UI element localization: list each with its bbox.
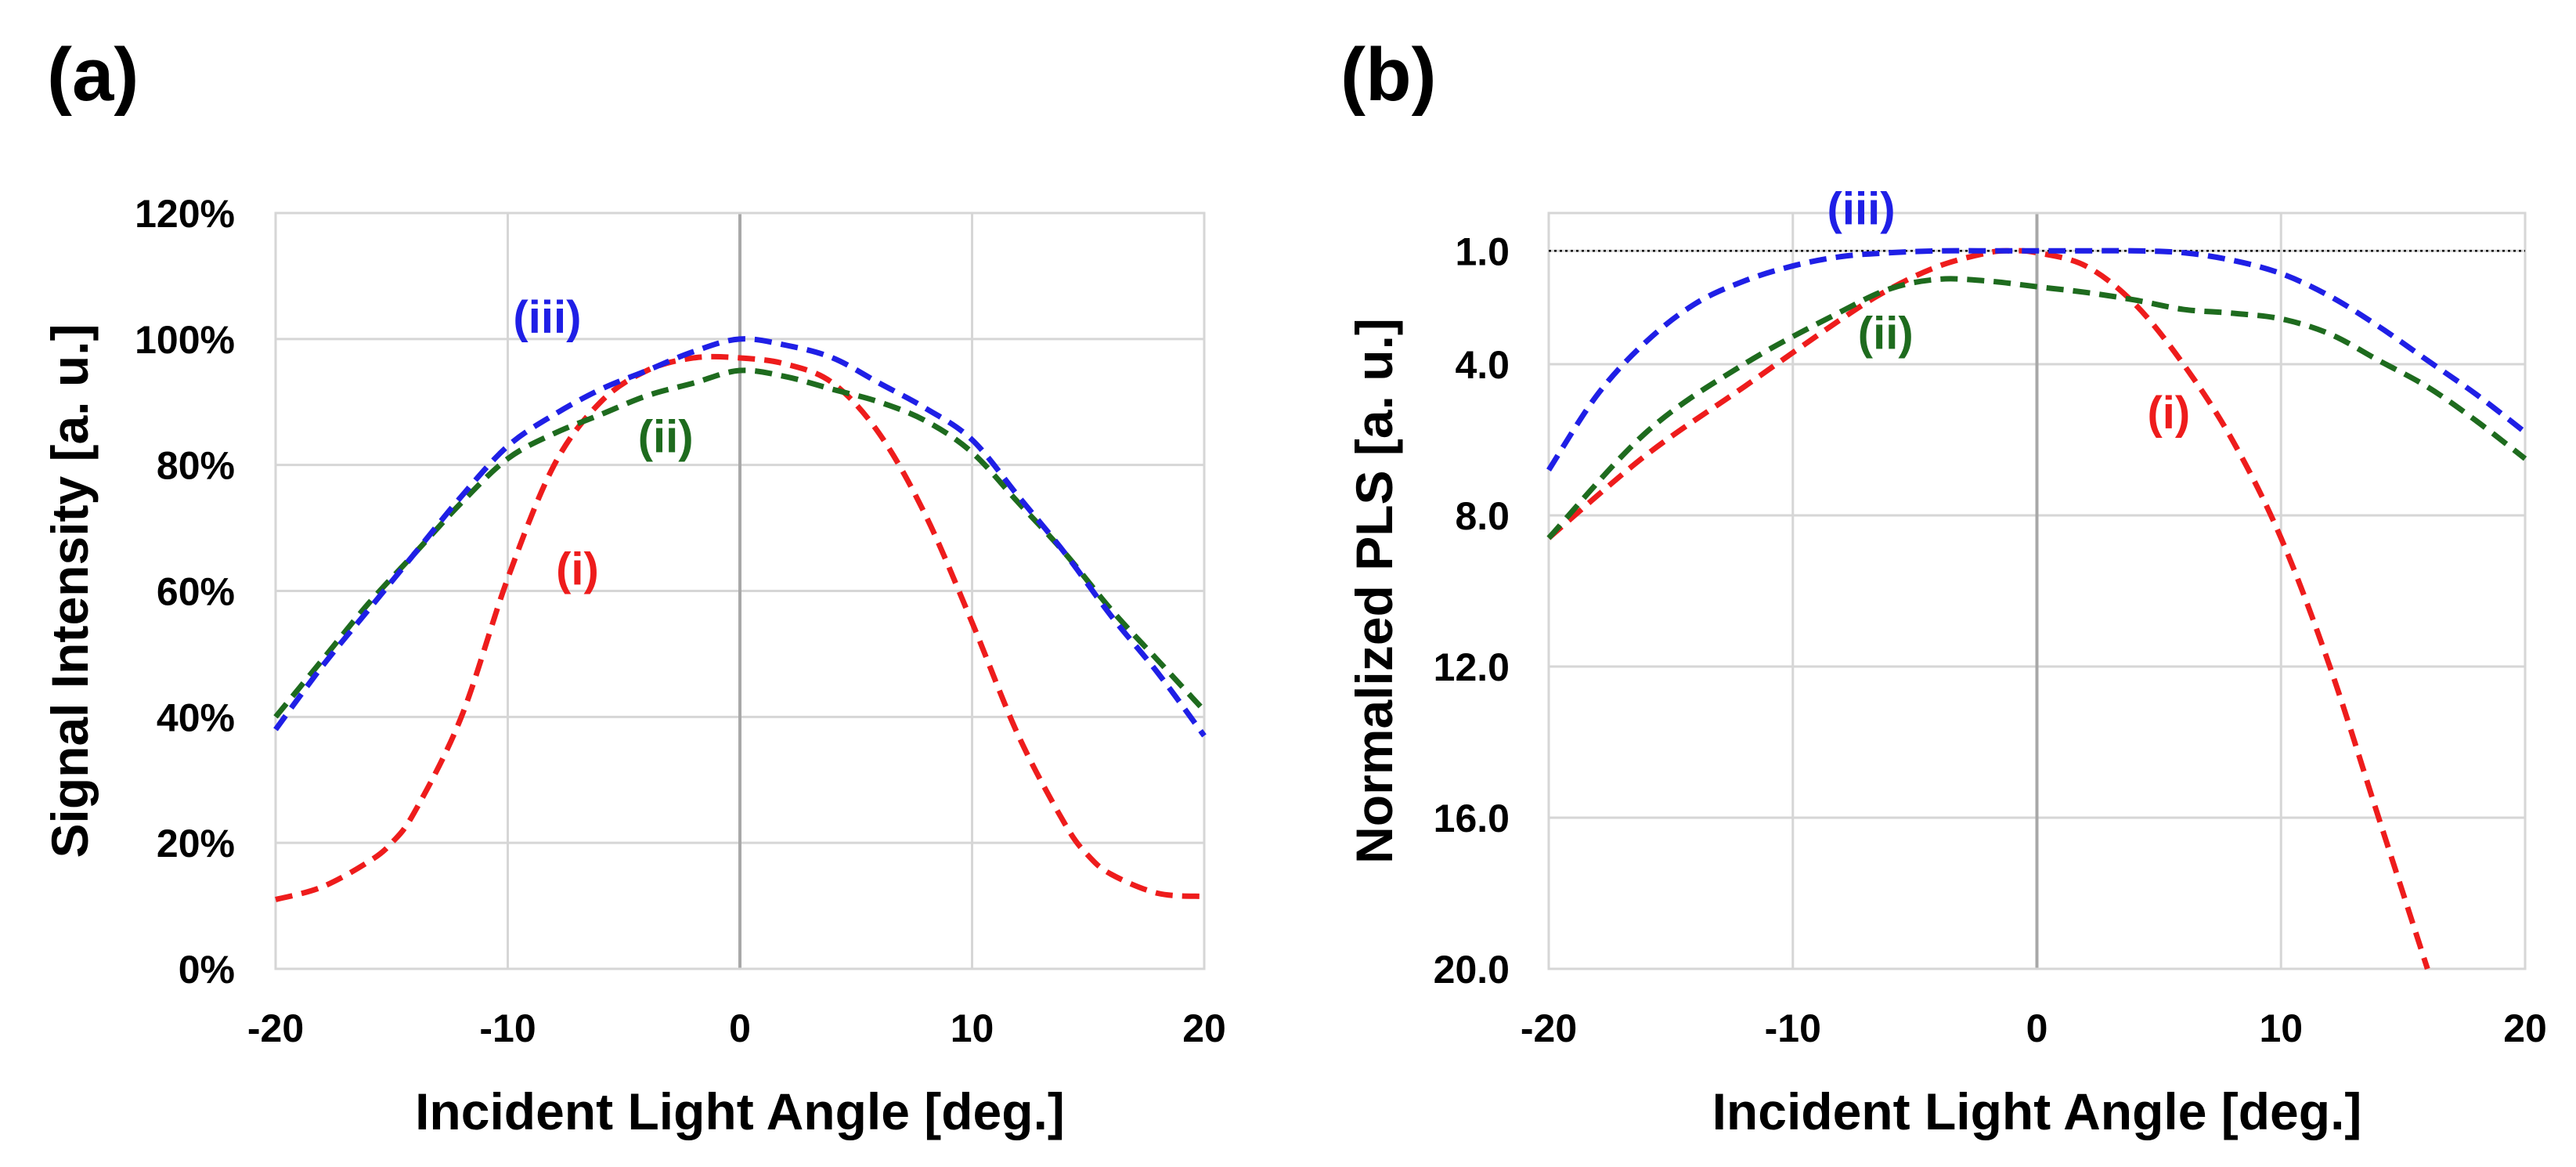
y-tick-label: 100%: [135, 318, 235, 362]
y-tick-label: 20.0: [1434, 948, 1510, 992]
y-tick-label: 1.0: [1455, 229, 1510, 273]
y-tick-label: 0%: [179, 948, 235, 992]
y-tick-label: 80%: [157, 444, 235, 488]
plot-area: [1547, 211, 2527, 970]
x-tick-label: -20: [247, 1006, 304, 1050]
y-tick-label: 12.0: [1434, 645, 1510, 689]
x-tick-label: 20: [1182, 1006, 1226, 1050]
series-line-iii: [273, 336, 1207, 738]
y-tick-label: 20%: [157, 822, 235, 865]
series-label-i: (i): [556, 544, 599, 594]
x-axis-title: Incident Light Angle [deg.]: [1712, 1082, 2362, 1140]
panel-b: (i) (ii) (iii) 1.0 4.0 8.0 12.0 16.0 20.0-20 -10 0…: [1340, 33, 2547, 1140]
series-line-iii: [1546, 247, 2527, 471]
x-tick-label: 0: [2026, 1006, 2048, 1050]
series-label-ii: (ii): [1858, 309, 1914, 359]
plot-area: [274, 211, 1206, 970]
series-label-iii: (iii): [1827, 183, 1896, 234]
y-axis-title: Signal Intensity [a. u.]: [41, 323, 99, 858]
series-line-ii: [1546, 276, 2527, 540]
y-tick-label: 4.0: [1455, 343, 1510, 387]
y-tick-label: 40%: [157, 696, 235, 739]
x-tick-label: -10: [479, 1006, 536, 1050]
panel-label: (b): [1340, 33, 1437, 117]
series-label-iii: (iii): [513, 292, 581, 343]
series-line-i: [1546, 247, 2430, 970]
y-tick-label: 120%: [135, 192, 235, 236]
x-tick-label: 10: [951, 1006, 994, 1050]
series-label-ii: (ii): [638, 412, 694, 463]
x-tick-label: 20: [2503, 1006, 2547, 1050]
x-tick-label: -10: [1765, 1006, 1821, 1050]
series-line-i: [275, 353, 1205, 902]
panel-a: (i) (ii) (iii) 0% 20% 40% 60% 80% 100% 120% -20 -10…: [41, 33, 1226, 1140]
x-tick-label: 0: [729, 1006, 751, 1050]
series-label-i: (i): [2147, 388, 2190, 439]
y-tick-label: 16.0: [1434, 797, 1510, 840]
x-tick-label: -20: [1521, 1006, 1577, 1050]
y-tick-label: 8.0: [1455, 494, 1510, 538]
x-axis-title: Incident Light Angle [deg.]: [415, 1082, 1065, 1140]
y-axis-title: Normalized PLS [a. u.]: [1345, 318, 1403, 864]
panel-label: (a): [47, 33, 139, 117]
x-tick-label: 10: [2259, 1006, 2303, 1050]
y-tick-label: 60%: [157, 570, 235, 614]
